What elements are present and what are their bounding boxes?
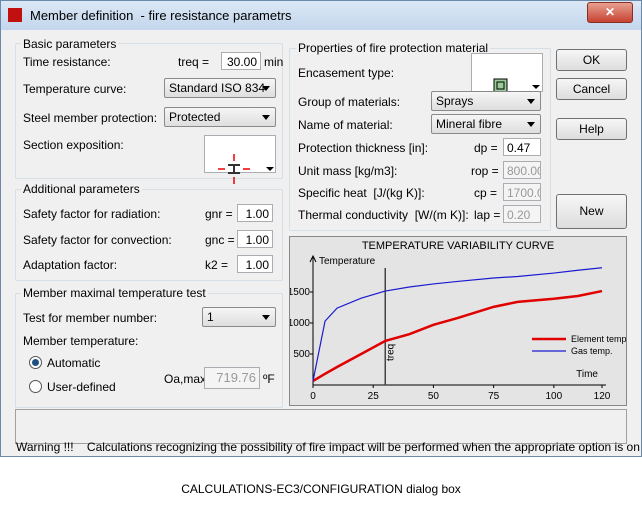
radio-label: User-defined [47,380,116,394]
text-input[interactable]: 30.00 [221,52,261,70]
radio-button[interactable] [29,380,42,393]
encasement-icon [493,78,541,93]
warning-text: CALCULATIONS-EC3/CONFIGURATION dialog bo… [181,482,461,496]
label: Name of material: [298,118,393,132]
symbol: rop = [471,164,499,178]
legend-label: Gas temp. [571,346,613,356]
warning-text: Warning !!! Calculations recognizing the… [16,440,642,454]
x-tick-label: 75 [488,391,500,402]
group-title: Additional parameters [21,182,142,196]
label: Test for member number: [23,311,158,325]
group-title: Properties of fire protection material [296,41,491,55]
label: Specific heat [J/(kg K)]: [298,186,425,200]
x-tick-label: 120 [594,391,611,402]
x-tick-label: 100 [545,391,562,402]
symbol: lap = [474,208,501,222]
section-icon [218,154,275,184]
label: Adaptation factor: [23,258,118,272]
x-tick-label: 0 [310,391,316,402]
button[interactable]: New material [556,194,627,251]
text-input: 719.76 [204,367,260,389]
title-bar: Member definition - fire resistance para… [1,1,641,30]
unit: min [264,55,284,69]
y-axis-label: Temperature [319,256,376,267]
label: Safety factor for convection: [23,233,172,247]
dropdown[interactable]: Mineral fibre [431,114,541,134]
label: Steel member protection: [23,111,158,125]
annotation-label: treq [385,344,396,361]
label: Encasement type: [298,66,395,80]
chart: TEMPERATURE VARIABILITY CURVE Temperature… [289,236,627,406]
section-picker[interactable] [204,135,276,184]
dialog: Member definition - fire resistance para… [0,0,642,496]
radio-button[interactable] [29,356,42,369]
y-tick-label: 1000 [289,318,310,329]
symbol: dp = [474,141,498,155]
label: Thermal conductivity [W/(m K)]: [298,208,469,222]
app-icon [8,8,22,22]
symbol: treq = [178,55,210,69]
label: Time resistance: [23,55,111,69]
label: Temperature curve: [23,82,127,96]
series-line [312,289,603,383]
label: Group of materials: [298,95,401,109]
group-title: Basic parameters [21,37,119,51]
text-input[interactable]: 1.00 [237,230,273,248]
encasement-picker[interactable] [471,53,543,93]
button[interactable]: OK [556,49,627,71]
label: Protection thickness [in]: [298,141,429,155]
group-box [15,189,283,281]
text-input: 0.20 [503,205,541,223]
radio-label: Automatic [47,356,101,370]
button[interactable]: Cancel [556,78,627,100]
warning-box: Warning !!! Calculations recognizing the… [15,409,640,496]
label: Section exposition: [23,138,124,152]
symbol: gnc = [205,233,235,247]
x-axis-label: Time [576,369,598,380]
group-box [15,43,283,179]
legend-label: Element temp. [571,334,627,344]
text-input[interactable]: 1.00 [237,204,273,222]
x-tick-label: 25 [368,391,380,402]
series-line [312,267,603,382]
text-input[interactable]: 0.47 [503,138,541,156]
close-button[interactable]: ✕ [587,2,633,23]
dropdown[interactable]: Sprays [431,91,541,111]
label: Safety factor for radiation: [23,207,161,221]
y-tick-label: 500 [293,349,310,360]
text-input: 800.00 [503,161,541,179]
symbol: cp = [474,186,498,200]
symbol: k2 = [205,258,229,272]
x-tick-label: 50 [428,391,440,402]
text-input: 1700.00 [503,183,541,201]
text-input[interactable]: 1.00 [237,255,273,273]
window-title: Member definition - fire resistance para… [30,8,292,23]
chart-title: TEMPERATURE VARIABILITY CURVE [362,240,554,252]
label: Member temperature: [23,334,139,348]
dropdown[interactable]: Protected [164,107,276,127]
symbol: gnr = [205,207,233,221]
dropdown[interactable]: Standard ISO 834 [164,78,276,98]
unit: ºF [263,372,275,386]
group-title: Member maximal temperature test [21,286,208,300]
button[interactable]: Help [556,118,627,140]
y-axis-arrow [309,254,317,263]
label: Unit mass [kg/m3]: [298,164,398,178]
y-tick-label: 1500 [289,287,310,298]
dropdown[interactable]: 1 [202,307,276,327]
